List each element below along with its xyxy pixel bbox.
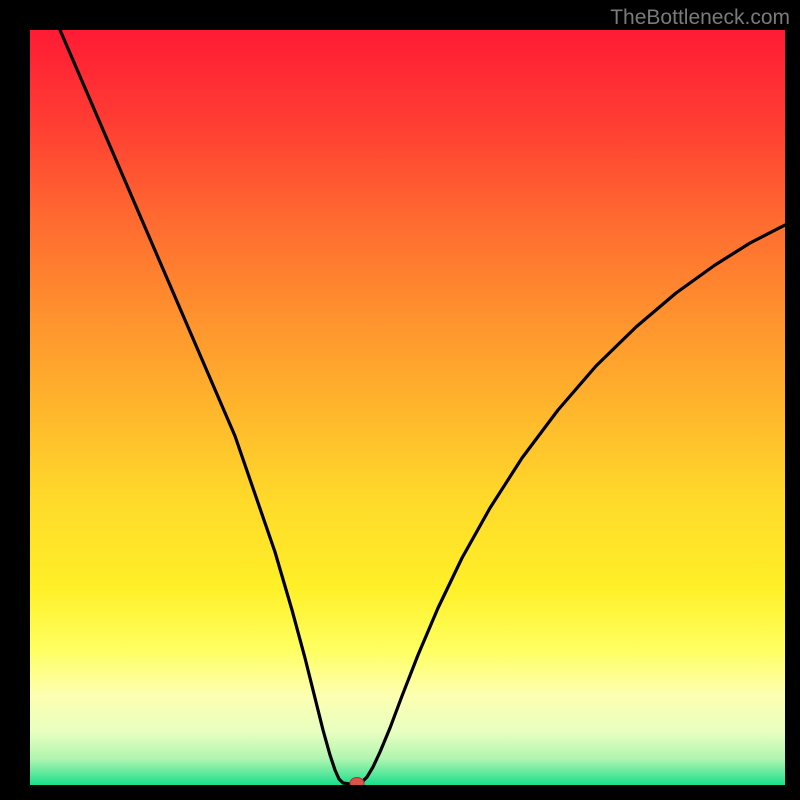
watermark-text: TheBottleneck.com bbox=[610, 6, 790, 30]
chart-svg bbox=[30, 30, 785, 785]
plot-area bbox=[30, 30, 785, 785]
bottleneck-curve bbox=[60, 30, 785, 784]
minimum-marker bbox=[350, 778, 364, 786]
